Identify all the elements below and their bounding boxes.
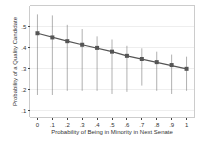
svg-text:.1: .1 — [21, 108, 27, 114]
svg-text:.5: .5 — [109, 122, 115, 128]
svg-text:.5: .5 — [21, 24, 27, 30]
svg-text:0: 0 — [36, 122, 40, 128]
svg-text:.6: .6 — [124, 122, 130, 128]
svg-text:Probability of Being in Minori: Probability of Being in Minority in Next… — [51, 129, 173, 135]
svg-text:.4: .4 — [95, 122, 101, 128]
svg-text:.2: .2 — [21, 87, 27, 93]
svg-text:.2: .2 — [65, 122, 71, 128]
svg-text:Probability of a Quality Candi: Probability of a Quality Candidate — [12, 16, 18, 106]
svg-text:.4: .4 — [21, 45, 27, 51]
svg-text:.7: .7 — [139, 122, 145, 128]
svg-text:.1: .1 — [50, 122, 56, 128]
svg-text:.3: .3 — [21, 66, 27, 72]
svg-text:.8: .8 — [154, 122, 160, 128]
svg-text:.3: .3 — [80, 122, 86, 128]
svg-text:1: 1 — [185, 122, 189, 128]
svg-text:.9: .9 — [169, 122, 175, 128]
